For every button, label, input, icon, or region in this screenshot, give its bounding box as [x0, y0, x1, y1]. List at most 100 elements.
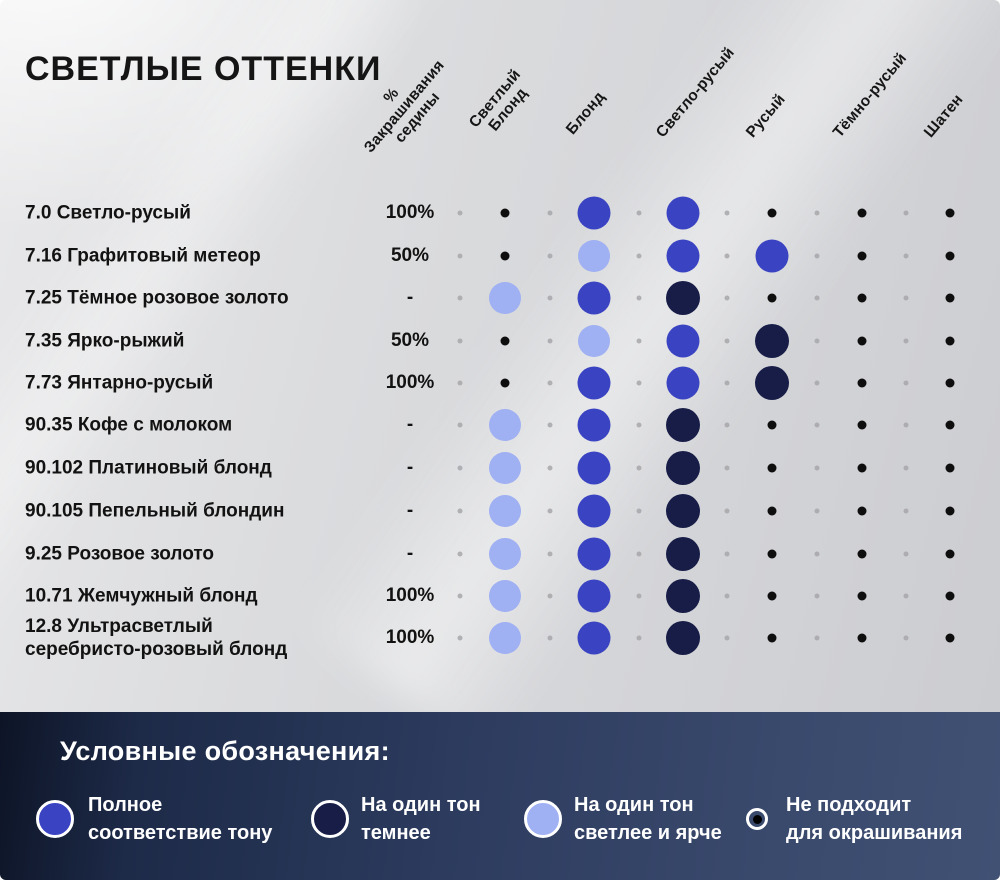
grid-separator-dot: [724, 422, 730, 428]
table-row: 90.35 Кофе с молоком -: [0, 403, 1000, 447]
legend-item-label: Полное соответствие тону: [88, 794, 273, 844]
grid-separator-dot: [903, 380, 909, 386]
cell-dot-match: [666, 324, 700, 358]
grid-separator-dot: [636, 551, 642, 557]
grid-separator-dot: [636, 253, 642, 259]
shade-label: 7.73 Янтарно-русый: [25, 372, 214, 394]
grid-separator-dot: [547, 210, 553, 216]
cell-dot-no: [857, 293, 867, 303]
legend-swatch-no: [746, 808, 768, 830]
grid-separator-dot: [457, 508, 463, 514]
legend-swatch-match: [36, 800, 74, 838]
grid-separator-dot: [636, 593, 642, 599]
cell-dot-match: [755, 239, 789, 273]
not-suitable-dot: [752, 814, 762, 824]
grid-separator-dot: [457, 380, 463, 386]
grid-separator-dot: [457, 295, 463, 301]
cell-dot-match: [666, 196, 700, 230]
grid-separator-dot: [547, 422, 553, 428]
cell-dot-darker: [666, 621, 700, 655]
grid-separator-dot: [457, 635, 463, 641]
table-row: 9.25 Розовое золото -: [0, 532, 1000, 576]
cell-dot-lighter: [489, 409, 521, 441]
column-header: Шатен: [920, 91, 967, 141]
table-row: 7.25 Тёмное розовое золото -: [0, 276, 1000, 320]
grid-separator-dot: [724, 380, 730, 386]
cell-dot-no: [945, 251, 955, 261]
grid-separator-dot: [724, 210, 730, 216]
legend-item-label: На один тон темнее: [361, 794, 481, 844]
column-header: Светлый Блонд: [465, 66, 531, 135]
column-header: Светло-русый: [652, 44, 738, 141]
grid-separator-dot: [814, 593, 820, 599]
grid-separator-dot: [814, 295, 820, 301]
grid-separator-dot: [636, 210, 642, 216]
gray-coverage-value: -: [406, 287, 414, 308]
gray-coverage-value: 100%: [385, 202, 435, 223]
cell-dot-darker: [755, 324, 789, 358]
column-header: Блонд: [562, 88, 609, 138]
cell-dot-no: [945, 591, 955, 601]
grid-separator-dot: [724, 338, 730, 344]
cell-dot-lighter: [489, 452, 521, 484]
cell-dot-darker: [666, 408, 700, 442]
grid-separator-dot: [457, 210, 463, 216]
cell-dot-no: [857, 506, 867, 516]
cell-dot-no: [945, 506, 955, 516]
cell-dot-no: [857, 591, 867, 601]
cell-dot-no: [857, 420, 867, 430]
legend-swatch-lighter: [524, 800, 562, 838]
grid-separator-dot: [814, 253, 820, 259]
grid-separator-dot: [903, 422, 909, 428]
grid-separator-dot: [457, 593, 463, 599]
grid-separator-dot: [814, 210, 820, 216]
cell-dot-match: [577, 408, 611, 442]
cell-dot-no: [945, 208, 955, 218]
grid-separator-dot: [903, 551, 909, 557]
gray-coverage-value: -: [406, 414, 414, 435]
grid-separator-dot: [636, 380, 642, 386]
grid-separator-dot: [547, 253, 553, 259]
grid-separator-dot: [724, 465, 730, 471]
shade-label: 90.35 Кофе с молоком: [25, 414, 233, 436]
grid-separator-dot: [547, 295, 553, 301]
grid-separator-dot: [636, 295, 642, 301]
table-row: 90.102 Платиновый блонд -: [0, 446, 1000, 490]
column-header: Русый: [742, 91, 789, 141]
table-row: 10.71 Жемчужный блонд 100%: [0, 574, 1000, 618]
cell-dot-no: [767, 293, 777, 303]
cell-dot-no: [767, 420, 777, 430]
cell-dot-no: [857, 251, 867, 261]
cell-dot-no: [500, 336, 510, 346]
cell-dot-no: [500, 208, 510, 218]
table-row: 90.105 Пепельный блондин -: [0, 489, 1000, 533]
shade-label: 90.102 Платиновый блонд: [25, 457, 272, 479]
shade-label: 7.16 Графитовый метеор: [25, 245, 261, 267]
grid-separator-dot: [814, 508, 820, 514]
cell-dot-no: [500, 251, 510, 261]
legend-heading: Условные обозначения:: [60, 736, 390, 766]
grid-separator-dot: [903, 465, 909, 471]
legend-item-label: На один тон светлее и ярче: [574, 794, 722, 844]
cell-dot-no: [767, 591, 777, 601]
cell-dot-match: [666, 366, 700, 400]
grid-separator-dot: [457, 253, 463, 259]
cell-dot-no: [767, 633, 777, 643]
gray-coverage-value: -: [406, 500, 414, 521]
cell-dot-match: [577, 281, 611, 315]
cell-dot-lighter: [489, 580, 521, 612]
cell-dot-lighter: [578, 240, 610, 272]
legend-item-label: Не подходит для окрашивания: [786, 794, 963, 844]
grid-separator-dot: [457, 338, 463, 344]
gray-coverage-value: -: [406, 457, 414, 478]
cell-dot-match: [577, 451, 611, 485]
table-row: 7.73 Янтарно-русый 100%: [0, 361, 1000, 405]
grid-separator-dot: [547, 551, 553, 557]
shade-label: 90.105 Пепельный блондин: [25, 500, 285, 522]
grid-separator-dot: [457, 422, 463, 428]
shade-label: 12.8 Ультрасветлый серебристо-розовый бл…: [25, 616, 288, 660]
column-header: Тёмно-русый: [829, 49, 911, 142]
gray-coverage-value: 100%: [385, 372, 435, 393]
gray-coverage-value: 100%: [385, 585, 435, 606]
